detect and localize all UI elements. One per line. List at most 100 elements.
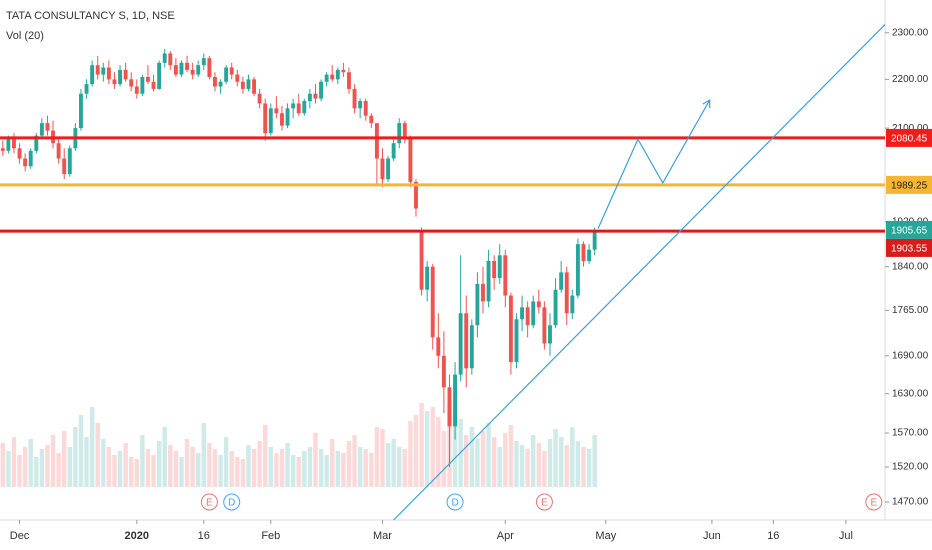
volume-bar <box>536 443 542 487</box>
candle-body <box>23 158 28 167</box>
volume-bar <box>22 447 28 487</box>
volume-bar <box>184 439 190 487</box>
price-tag <box>886 128 932 147</box>
event-marker <box>200 493 218 511</box>
candle-body <box>447 387 452 427</box>
volume-bar <box>274 453 279 487</box>
volume-bar <box>218 455 223 487</box>
price-tag <box>886 220 932 239</box>
candle-body <box>257 93 262 104</box>
candle-body <box>263 103 268 134</box>
candle-body <box>430 266 435 338</box>
candle-body <box>575 244 580 296</box>
candle-body <box>514 319 519 363</box>
candle-body <box>229 67 234 75</box>
candle-body <box>425 266 430 290</box>
volume-bar <box>352 435 357 487</box>
volume-label: Vol (20) <box>6 30 44 42</box>
volume-bar <box>592 435 597 487</box>
volume-bar <box>374 427 380 487</box>
candle-body <box>436 337 441 356</box>
candle-body <box>503 255 508 296</box>
volume-bar <box>251 449 257 487</box>
candle-body <box>84 84 89 94</box>
candle-body <box>95 65 100 75</box>
event-marker <box>865 493 883 511</box>
candle-body <box>67 148 72 175</box>
candle-body <box>79 93 83 129</box>
candle-body <box>581 244 586 261</box>
volume-bar <box>575 441 581 487</box>
volume-bar <box>363 449 368 487</box>
volume-bar <box>257 441 262 487</box>
volume-bar <box>89 407 95 487</box>
price-tag <box>886 175 932 194</box>
candle-body <box>224 67 229 82</box>
y-tick-label: 2200.00 <box>892 74 929 85</box>
event-marker <box>446 493 464 511</box>
volume-bar <box>67 447 73 487</box>
volume-bar <box>553 429 558 487</box>
volume-bar <box>56 453 61 487</box>
candle-body <box>559 272 564 290</box>
candle-body <box>39 123 44 136</box>
volume-bar <box>380 429 385 487</box>
candle-body <box>185 62 190 70</box>
trend-drawing <box>393 24 886 521</box>
volume-bar <box>318 449 324 487</box>
volume-bar <box>162 427 167 487</box>
volume-bar <box>419 403 424 487</box>
candle-body <box>28 150 33 167</box>
y-tick-label: 1570.00 <box>892 428 929 439</box>
candle-body <box>146 76 150 82</box>
y-tick-label: 2300.00 <box>892 27 929 38</box>
volume-bar <box>508 425 514 487</box>
candle-body <box>536 301 541 308</box>
candle-body <box>62 158 67 175</box>
price-tag-label: 2080.45 <box>891 134 928 145</box>
x-tick-label: Feb <box>261 530 280 542</box>
volume-bar <box>45 445 50 487</box>
volume-bar <box>151 455 156 487</box>
candle-body <box>240 81 245 89</box>
candle-body <box>162 53 167 63</box>
candle-body <box>352 88 357 109</box>
candle-body <box>414 181 418 209</box>
volume-bar <box>424 411 430 487</box>
candle-body <box>207 58 212 77</box>
x-tick-label: 16 <box>767 530 779 542</box>
volume-bar <box>262 425 268 487</box>
candle-body <box>475 283 480 326</box>
candle-body <box>280 113 284 126</box>
y-tick-label: 1520.00 <box>892 462 929 473</box>
volume-bar <box>391 439 396 487</box>
volume-bar <box>84 437 89 487</box>
y-tick-label: 1690.00 <box>892 350 929 361</box>
candle-body <box>45 123 50 131</box>
chart-title: TATA CONSULTANCY S, 1D, NSE <box>6 10 175 22</box>
volume-bar <box>117 451 123 487</box>
candle-body <box>274 108 279 114</box>
event-label: D <box>451 498 458 509</box>
volume-bar <box>240 459 246 487</box>
volume-bar <box>452 409 458 487</box>
volume-bar <box>296 457 301 487</box>
x-tick-label: Mar <box>373 530 392 542</box>
candle-body <box>402 123 407 139</box>
candle-body <box>6 138 11 151</box>
candle-body <box>0 148 5 151</box>
volume-bar <box>491 437 497 487</box>
volume-bar <box>78 415 84 487</box>
volume-bar <box>307 447 313 487</box>
volume-bar <box>34 457 39 487</box>
volume-bar <box>39 449 45 487</box>
volume-bar <box>542 451 547 487</box>
candle-body <box>196 65 201 75</box>
candle-body <box>570 295 575 314</box>
volume-bar <box>430 407 435 487</box>
candle-body <box>587 249 592 261</box>
candle-body <box>12 138 16 149</box>
candle-body <box>157 62 162 89</box>
